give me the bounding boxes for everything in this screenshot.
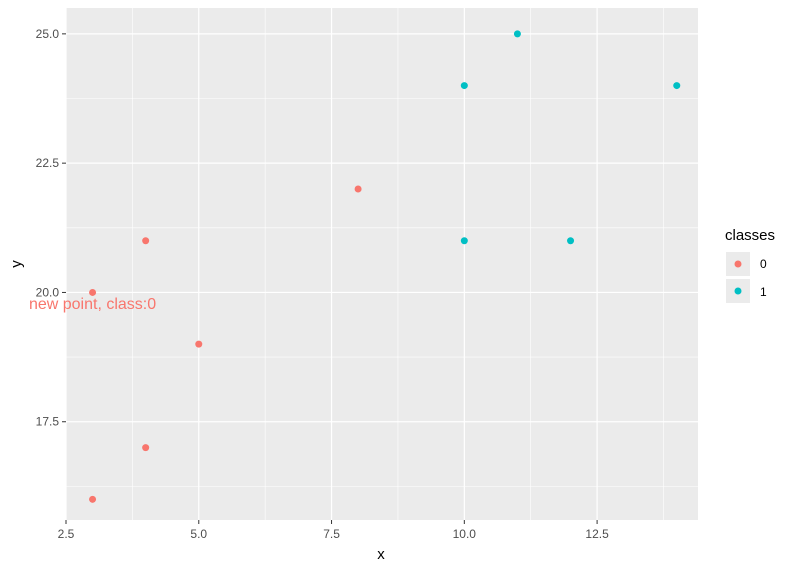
legend-key-1-dot bbox=[734, 287, 742, 295]
data-point-class-0 bbox=[354, 185, 362, 193]
data-point-class-0 bbox=[89, 288, 97, 296]
data-point-class-0 bbox=[142, 444, 150, 452]
panel-background bbox=[66, 8, 698, 520]
legend-key-0-label: 0 bbox=[760, 257, 767, 271]
x-tick-label: 5.0 bbox=[190, 527, 207, 541]
minor-gridlines bbox=[66, 8, 698, 520]
data-point-class-0 bbox=[195, 340, 203, 348]
y-axis-ticks: 17.5 20.0 22.5 25.0 bbox=[36, 27, 66, 429]
y-tick-label: 17.5 bbox=[36, 415, 60, 429]
annotations: new point, class:0 bbox=[29, 296, 156, 313]
legend-key-1-label: 1 bbox=[760, 285, 767, 299]
legend-key-0-dot bbox=[734, 260, 742, 268]
x-tick-label: 2.5 bbox=[58, 527, 75, 541]
y-axis-title: y bbox=[8, 260, 25, 268]
data-point-class-0 bbox=[89, 495, 97, 503]
data-point-class-1 bbox=[513, 30, 521, 38]
legend-title: classes bbox=[725, 227, 775, 244]
x-tick-label: 7.5 bbox=[323, 527, 340, 541]
data-points bbox=[89, 30, 681, 503]
major-gridlines bbox=[65, 8, 698, 520]
x-tick-label: 10.0 bbox=[453, 527, 477, 541]
x-axis-ticks: 2.5 5.0 7.5 10.0 12.5 bbox=[58, 520, 609, 541]
legend: classes 0 1 bbox=[725, 227, 775, 303]
data-point-class-1 bbox=[460, 237, 468, 245]
x-axis-title: x bbox=[377, 546, 385, 563]
x-tick-label: 12.5 bbox=[585, 527, 609, 541]
data-point-class-1 bbox=[673, 82, 681, 90]
data-point-class-0 bbox=[142, 237, 150, 245]
y-tick-label: 25.0 bbox=[36, 27, 60, 41]
data-point-class-1 bbox=[567, 237, 575, 245]
y-tick-label: 22.5 bbox=[36, 156, 60, 170]
annotation-label: new point, class:0 bbox=[29, 296, 156, 313]
data-point-class-1 bbox=[460, 82, 468, 90]
y-tick-label: 20.0 bbox=[36, 285, 60, 299]
